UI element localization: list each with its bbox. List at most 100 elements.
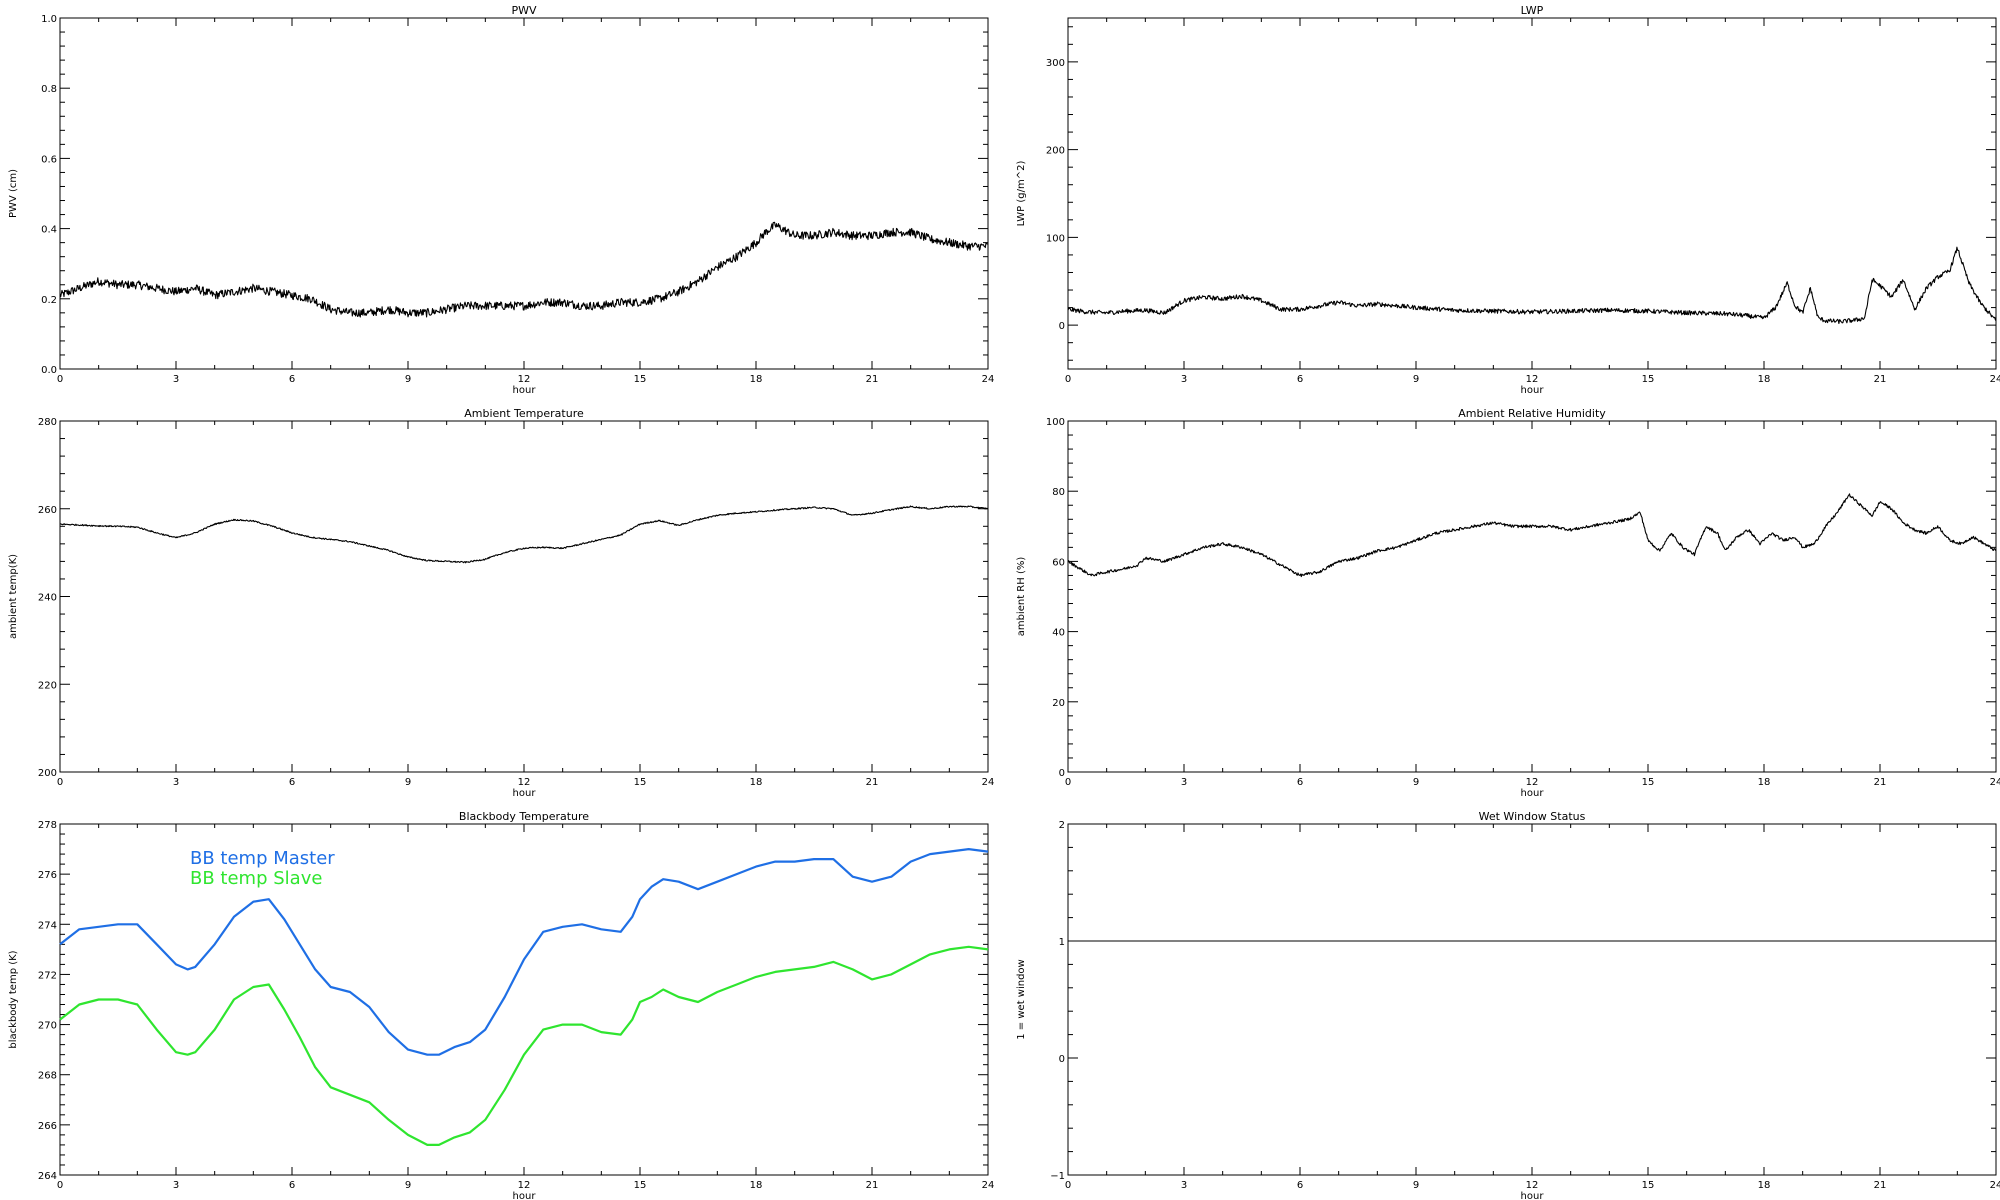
x-tick-label: 18 <box>1758 777 1771 788</box>
y-tick-label: 266 <box>38 1121 57 1132</box>
x-tick-label: 21 <box>1874 1180 1887 1191</box>
y-tick-label: 0 <box>1059 768 1065 779</box>
x-tick-label: 6 <box>289 1180 295 1191</box>
y-tick-label: 40 <box>1052 628 1065 639</box>
chart-title: Blackbody Temperature <box>459 810 589 823</box>
y-axis-label: ambient RH (%) <box>1016 557 1027 637</box>
x-axis-label: hour <box>513 385 537 396</box>
y-axis-label: 1 = wet window <box>1016 959 1027 1039</box>
y-tick-label: 200 <box>38 768 57 779</box>
x-tick-label: 24 <box>982 1180 995 1191</box>
y-tick-label: −1 <box>1050 1171 1065 1182</box>
x-tick-label: 3 <box>1181 1180 1187 1191</box>
x-tick-label: 6 <box>1297 1180 1303 1191</box>
y-tick-label: 272 <box>38 970 57 981</box>
chart-panel-ambient-rh: Ambient Relative Humidity hour ambient RH … <box>1016 407 2000 799</box>
x-tick-label: 12 <box>518 374 531 385</box>
x-tick-label: 12 <box>1526 1180 1539 1191</box>
x-tick-label: 0 <box>57 1180 63 1191</box>
series-line-ambient-rh <box>1067 493 1997 578</box>
y-tick-label: 278 <box>38 820 57 831</box>
y-axis-label: LWP (g/m^2) <box>1016 161 1027 227</box>
plot-frame <box>1067 823 1997 1176</box>
y-axis-label: ambient temp(K) <box>8 554 19 639</box>
x-tick-label: 15 <box>1642 1180 1655 1191</box>
x-tick-label: 21 <box>1874 374 1887 385</box>
chart-title: Wet Window Status <box>1479 810 1586 823</box>
y-tick-label: 0 <box>1059 1054 1065 1065</box>
x-tick-label: 3 <box>1181 777 1187 788</box>
x-axis-label: hour <box>513 1191 537 1200</box>
x-tick-label: 3 <box>173 374 179 385</box>
x-tick-label: 18 <box>750 777 763 788</box>
plot-frame <box>1067 420 1997 773</box>
chart-panel-lwp: LWP hour LWP (g/m^2) 0 3 6 9 12 15 18 21 24 0 100 200 3… <box>1016 4 2000 396</box>
plot-frame <box>59 420 989 773</box>
legend-entry: BB temp Slave <box>190 868 322 889</box>
y-tick-label: 100 <box>1046 417 1065 428</box>
x-tick-label: 0 <box>1065 374 1071 385</box>
x-tick-label: 9 <box>1413 1180 1419 1191</box>
x-tick-label: 18 <box>750 1180 763 1191</box>
y-tick-label: 2 <box>1059 820 1065 831</box>
x-tick-label: 24 <box>1990 374 2000 385</box>
chart-panel-blackbody-temp: Blackbody Temperature hour blackbody temp … <box>8 810 994 1200</box>
y-tick-label: 240 <box>38 593 57 604</box>
y-tick-label: 270 <box>38 1021 57 1032</box>
y-tick-label: 20 <box>1052 698 1065 709</box>
x-tick-label: 0 <box>57 374 63 385</box>
chart-title: LWP <box>1521 4 1544 17</box>
y-tick-label: 1.0 <box>41 14 57 25</box>
plot-frame <box>59 17 989 370</box>
chart-panel-wet-window: Wet Window Status hour 1 = wet window 0 3 6 9 1… <box>1016 810 2000 1200</box>
x-tick-label: 9 <box>1413 777 1419 788</box>
x-tick-label: 24 <box>982 374 995 385</box>
y-tick-label: 0.2 <box>41 295 57 306</box>
x-tick-label: 3 <box>173 777 179 788</box>
x-tick-label: 21 <box>866 374 879 385</box>
x-tick-label: 15 <box>634 1180 647 1191</box>
x-tick-label: 0 <box>1065 1180 1071 1191</box>
y-tick-label: 220 <box>38 680 57 691</box>
chart-title: PWV <box>511 4 537 17</box>
x-axis-label: hour <box>1521 788 1545 799</box>
chart-panel-ambient-temp: Ambient Temperature hour ambient temp(K) 0 3… <box>8 407 994 799</box>
x-axis-label: hour <box>1521 1191 1545 1200</box>
y-tick-label: 300 <box>1046 58 1065 69</box>
x-tick-label: 6 <box>289 374 295 385</box>
x-tick-label: 15 <box>1642 777 1655 788</box>
x-tick-label: 18 <box>1758 374 1771 385</box>
x-tick-label: 24 <box>982 777 995 788</box>
x-tick-label: 18 <box>1758 1180 1771 1191</box>
y-tick-label: 0.6 <box>41 154 57 165</box>
x-tick-label: 24 <box>1990 777 2000 788</box>
legend-entry: BB temp Master <box>190 848 335 869</box>
x-tick-label: 3 <box>1181 374 1187 385</box>
y-axis-label: PWV (cm) <box>8 169 19 218</box>
y-tick-label: 280 <box>38 417 57 428</box>
series-line-pwv <box>59 221 989 318</box>
x-tick-label: 15 <box>634 777 647 788</box>
x-tick-label: 0 <box>1065 777 1071 788</box>
x-tick-label: 12 <box>518 1180 531 1191</box>
x-tick-label: 21 <box>866 777 879 788</box>
x-tick-label: 15 <box>634 374 647 385</box>
chart-title: Ambient Temperature <box>464 407 584 420</box>
series-line-lwp <box>1067 246 1997 325</box>
plot-frame <box>1067 17 1997 370</box>
y-tick-label: 80 <box>1052 487 1065 498</box>
x-axis-label: hour <box>1521 385 1545 396</box>
y-axis-label: blackbody temp (K) <box>8 950 19 1048</box>
y-tick-label: 268 <box>38 1071 57 1082</box>
y-tick-label: 1 <box>1059 937 1065 948</box>
series-line-blackbody-temp-1 <box>59 945 989 1147</box>
chart-panel-pwv: PWV hour PWV (cm) 0 3 6 9 12 15 18 21 24 0.0 0.2 0.4 0.… <box>8 4 994 396</box>
series-line-ambient-temp <box>60 505 989 564</box>
y-tick-label: 60 <box>1052 557 1065 568</box>
x-tick-label: 6 <box>1297 374 1303 385</box>
y-tick-label: 200 <box>1046 146 1065 157</box>
y-tick-label: 276 <box>38 870 57 881</box>
x-tick-label: 9 <box>405 374 411 385</box>
y-tick-label: 274 <box>38 920 57 931</box>
